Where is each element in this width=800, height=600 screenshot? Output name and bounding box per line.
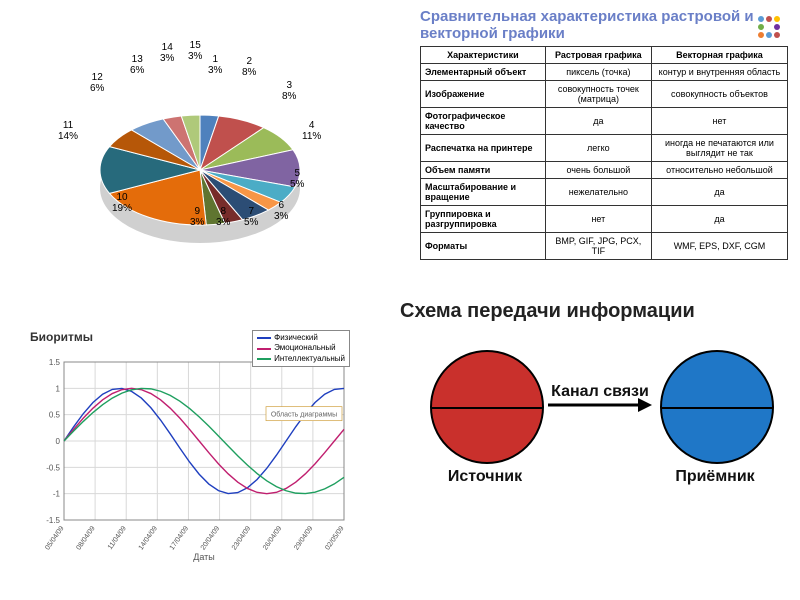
pie-slice-label-14: 143%	[160, 42, 174, 64]
svg-text:08/04/09: 08/04/09	[75, 525, 96, 551]
pie-slice-label-11: 1114%	[58, 120, 78, 142]
cmp-cell: очень большой	[545, 162, 651, 179]
svg-text:Даты: Даты	[193, 552, 215, 562]
svg-text:1: 1	[56, 384, 61, 393]
comparison-table-title: Сравнительная характеристика растровой и…	[420, 8, 788, 42]
legend-label: Физический	[274, 333, 318, 343]
svg-text:14/04/09: 14/04/09	[138, 525, 159, 551]
svg-text:02/05/09: 02/05/09	[324, 525, 345, 551]
pie-slice-label-15: 153%	[188, 40, 202, 62]
comparison-table: ХарактеристикиРастровая графикаВекторная…	[420, 46, 788, 260]
cmp-cell: нежелательно	[545, 179, 651, 206]
cmp-row: Объем памятиочень большойотносительно не…	[421, 162, 788, 179]
pie-slice-label-12: 126%	[90, 72, 104, 94]
cmp-cell: да	[651, 179, 787, 206]
svg-text:-1: -1	[53, 490, 61, 499]
schema-dest-label: Приёмник	[655, 468, 775, 486]
legend-label: Эмоциональный	[274, 343, 335, 353]
svg-text:-1.5: -1.5	[46, 516, 60, 525]
pie-slice-label-1: 13%	[208, 54, 222, 76]
cmp-row: ФорматыBMP, GIF, JPG, PCX, TIFWMF, EPS, …	[421, 233, 788, 260]
schema-region: Схема передачи информации Канал связи Ис…	[400, 300, 780, 560]
pie-slice-label-6: 63%	[274, 200, 288, 222]
cmp-cell: легко	[545, 135, 651, 162]
pie-slice-label-2: 28%	[242, 56, 256, 78]
schema-channel-label: Канал связи	[530, 383, 670, 401]
svg-text:0.5: 0.5	[49, 411, 61, 420]
schema-title: Схема передачи информации	[400, 300, 780, 323]
legend-swatch	[257, 358, 271, 360]
svg-text:05/04/09: 05/04/09	[44, 525, 65, 551]
cmp-row: Распечатка на принтерелегкоиногда не печ…	[421, 135, 788, 162]
cmp-cell: да	[651, 206, 787, 233]
cmp-cell: относительно небольшой	[651, 162, 787, 179]
cmp-row: Фотографическое качестводанет	[421, 108, 788, 135]
cmp-cell: Масштабирование и вращение	[421, 179, 546, 206]
cmp-col-0: Характеристики	[421, 47, 546, 64]
cmp-cell: пиксель (точка)	[545, 64, 651, 81]
legend-swatch	[257, 348, 271, 350]
cmp-cell: WMF, EPS, DXF, CGM	[651, 233, 787, 260]
pie-slice-label-4: 411%	[302, 120, 321, 142]
biorhythm-legend: ФизическийЭмоциональныйИнтеллектуальный	[252, 330, 350, 367]
pie-slice-label-13: 136%	[130, 54, 144, 76]
pie-chart: 13% 28% 38% 411% 55%63% 75% 83% 93% 1019% 1114% 12…	[30, 20, 390, 280]
decorative-dots	[756, 14, 782, 45]
cmp-row: Масштабирование и вращениенежелательнода	[421, 179, 788, 206]
cmp-cell: Элементарный объект	[421, 64, 546, 81]
svg-text:20/04/09: 20/04/09	[200, 525, 221, 551]
svg-text:1.5: 1.5	[49, 358, 61, 367]
pie-slice-label-9: 93%	[190, 206, 204, 228]
cmp-cell: совокупность точек (матрица)	[545, 81, 651, 108]
cmp-cell: совокупность объектов	[651, 81, 787, 108]
cmp-cell: нет	[651, 108, 787, 135]
svg-text:23/04/09: 23/04/09	[231, 525, 252, 551]
cmp-row: Элементарный объектпиксель (точка)контур…	[421, 64, 788, 81]
svg-text:-0.5: -0.5	[46, 463, 60, 472]
cmp-row: Изображениесовокупность точек (матрица)с…	[421, 81, 788, 108]
svg-text:26/04/09: 26/04/09	[262, 525, 283, 551]
legend-item: Интеллектуальный	[257, 354, 345, 364]
cmp-cell: Изображение	[421, 81, 546, 108]
biorhythm-chart: Биоритмы ФизическийЭмоциональныйИнтеллек…	[30, 330, 350, 580]
cmp-cell: Распечатка на принтере	[421, 135, 546, 162]
legend-item: Физический	[257, 333, 345, 343]
cmp-cell: Фотографическое качество	[421, 108, 546, 135]
schema-arrow	[400, 330, 780, 530]
cmp-cell: BMP, GIF, JPG, PCX, TIF	[545, 233, 651, 260]
cmp-col-1: Растровая графика	[545, 47, 651, 64]
comparison-table-region: Сравнительная характеристика растровой и…	[420, 8, 788, 260]
cmp-cell: контур и внутренняя область	[651, 64, 787, 81]
svg-text:Область диаграммы: Область диаграммы	[271, 411, 337, 419]
pie-slice-label-5: 55%	[290, 168, 304, 190]
pie-slice-label-10: 1019%	[112, 192, 132, 214]
cmp-cell: Группировка и разгруппировка	[421, 206, 546, 233]
svg-text:0: 0	[56, 437, 61, 446]
svg-text:11/04/09: 11/04/09	[107, 525, 128, 551]
cmp-cell: Форматы	[421, 233, 546, 260]
cmp-cell: да	[545, 108, 651, 135]
pie-slice-label-8: 83%	[216, 206, 230, 228]
cmp-col-2: Векторная графика	[651, 47, 787, 64]
legend-item: Эмоциональный	[257, 343, 345, 353]
svg-text:17/04/09: 17/04/09	[169, 525, 190, 551]
pie-slice-label-7: 75%	[244, 206, 258, 228]
schema-source-label: Источник	[425, 468, 545, 486]
cmp-cell: нет	[545, 206, 651, 233]
cmp-row: Группировка и разгруппировканетда	[421, 206, 788, 233]
pie-slice-label-3: 38%	[282, 80, 296, 102]
cmp-cell: иногда не печатаются или выглядит не так	[651, 135, 787, 162]
biorhythm-svg: -1.5 -1 -0.5 0 0.5 1 1.5 05/04/09 08/04/09 11/04/…	[30, 344, 350, 564]
cmp-cell: Объем памяти	[421, 162, 546, 179]
legend-swatch	[257, 337, 271, 339]
svg-text:29/04/09: 29/04/09	[293, 525, 314, 551]
legend-label: Интеллектуальный	[274, 354, 345, 364]
